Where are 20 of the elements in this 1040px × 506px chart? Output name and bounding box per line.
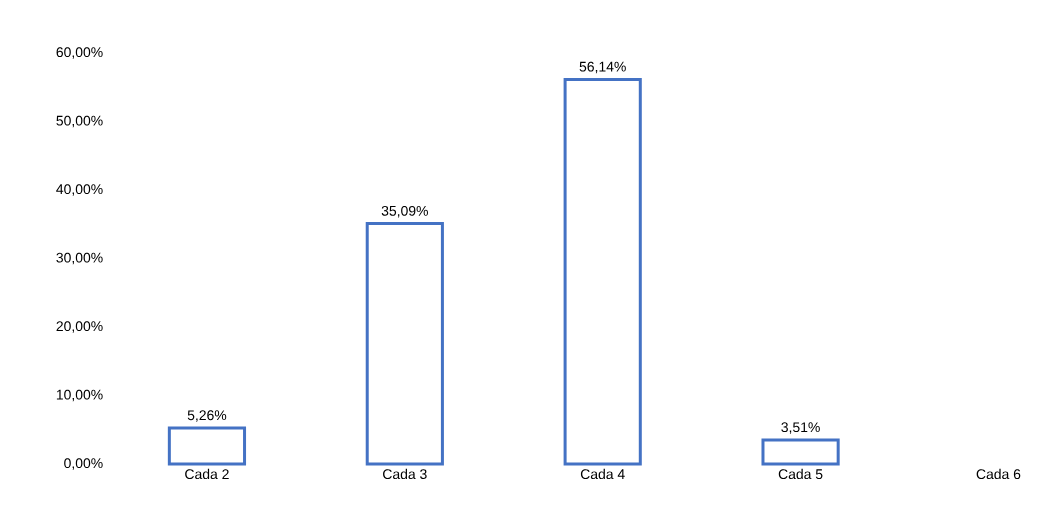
y-tick-label: 40,00% — [56, 184, 103, 196]
y-tick-label: 10,00% — [56, 389, 103, 402]
bar — [761, 438, 840, 466]
y-tick-label: 0,00% — [64, 458, 103, 470]
y-tick-label: 60,00% — [56, 47, 103, 59]
bar — [167, 426, 247, 466]
x-tick-label: Cada 6 — [976, 468, 1021, 480]
bar — [365, 222, 444, 466]
data-label: 56,14% — [579, 61, 626, 74]
data-label: 5,26% — [187, 410, 227, 422]
x-tick-label: Cada 3 — [383, 468, 427, 480]
x-tick-label: Cada 2 — [185, 468, 229, 480]
x-tick-label: Cada 4 — [580, 468, 625, 480]
y-tick-label: 50,00% — [56, 115, 103, 128]
data-label: 35,09% — [381, 205, 428, 218]
x-tick-label: Cada 5 — [778, 468, 823, 480]
y-tick-label: 30,00% — [56, 252, 103, 265]
data-label: 3,51% — [781, 422, 820, 434]
bar — [563, 77, 642, 466]
y-tick-label: 20,00% — [56, 321, 103, 333]
